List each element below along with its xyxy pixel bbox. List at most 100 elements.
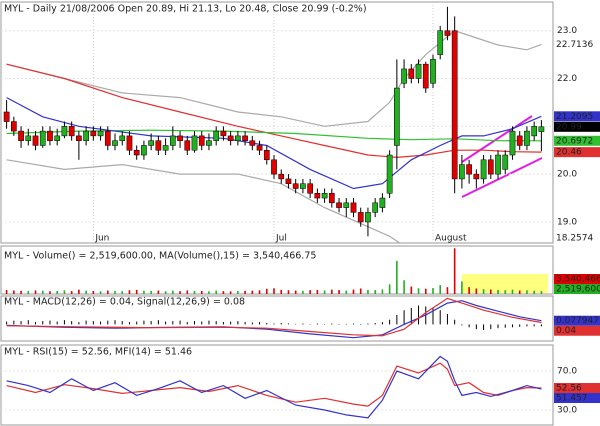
candle-body <box>68 126 75 137</box>
candle-body <box>430 59 436 84</box>
candle-body <box>487 159 494 175</box>
candle-body <box>459 164 465 180</box>
panel-frame <box>0 1 554 244</box>
volume-bar <box>186 290 189 294</box>
value-tag-bg <box>554 383 600 394</box>
volume-bar <box>70 291 73 294</box>
volume-bar <box>280 289 283 294</box>
volume-bar <box>482 289 485 294</box>
plot-layer <box>6 297 542 339</box>
candle-body <box>3 111 10 122</box>
candle-body <box>278 173 285 180</box>
candle-body <box>206 140 212 146</box>
candle-body <box>321 193 328 199</box>
candle-body <box>271 159 277 175</box>
volume-bar <box>410 286 413 294</box>
panel-title: MYL - RSI(15) = 52.56, MFI(14) = 51.46 <box>4 347 192 358</box>
candle-body <box>256 145 263 151</box>
volume-bar <box>251 290 254 294</box>
volume-bar <box>193 290 196 294</box>
volume-bar <box>497 289 499 294</box>
value-tag-bg <box>554 274 600 284</box>
candle-body <box>480 159 487 180</box>
volume-bar <box>533 290 535 294</box>
candle-body <box>350 202 357 213</box>
y-tick-label: 19.0 <box>557 217 577 227</box>
volume-bar <box>540 291 543 294</box>
candle-body <box>314 193 321 199</box>
panel-title: MYL - Volume() = 2,519,600.00, MA(Volume… <box>4 251 316 262</box>
volume-bar <box>85 290 87 294</box>
y-tick-label: 23.0 <box>557 26 577 36</box>
candle-body <box>39 130 46 146</box>
value-tag: 20.6972 <box>556 136 593 146</box>
candle-body <box>10 121 17 132</box>
candle-body <box>184 140 191 151</box>
value-tag-bg <box>554 135 600 146</box>
candle-body <box>32 135 39 146</box>
volume-bar <box>403 280 405 294</box>
volume-bar <box>468 287 470 294</box>
x-tick-label: August <box>435 234 467 244</box>
volume-bar <box>157 290 160 294</box>
indicator-line <box>6 30 542 127</box>
candle-body <box>220 130 227 137</box>
volume-bar <box>331 289 333 294</box>
volume-bar <box>179 291 181 294</box>
candle-body <box>300 183 306 189</box>
candle-body <box>415 63 422 79</box>
value-tag-bg <box>554 111 600 122</box>
candle-body <box>235 135 241 141</box>
volume-bar <box>20 290 22 294</box>
candle-body <box>473 173 480 180</box>
value-tag: 52.56 <box>556 384 582 394</box>
candle-body <box>365 212 371 223</box>
volume-bar <box>222 291 225 294</box>
candle-body <box>25 135 32 141</box>
volume-bar <box>432 288 434 294</box>
volume-bar <box>164 291 167 294</box>
value-tag: 3,540,466 <box>556 275 600 285</box>
candle-body <box>531 126 538 137</box>
value-tag-bg <box>554 121 600 132</box>
candle-body <box>76 135 82 141</box>
indicator-line <box>6 63 542 159</box>
volume-bar <box>381 289 384 294</box>
candle-body <box>54 135 61 141</box>
volume-bar <box>518 290 521 294</box>
volume-bar <box>439 285 442 294</box>
value-tag: 20.99 <box>556 122 582 132</box>
volume-bar <box>309 290 311 294</box>
candle-body <box>516 135 523 146</box>
volume-bar <box>229 291 232 294</box>
volume-bar <box>128 290 131 294</box>
indicator-line <box>6 97 542 190</box>
candle-body <box>285 178 292 184</box>
candle-body <box>119 135 126 141</box>
panel-title: MYL - MACD(12,26) = 0.04, Signal(12,26,9… <box>4 297 245 308</box>
volume-bar <box>215 290 217 294</box>
volume-bar <box>504 290 507 294</box>
candle-body <box>495 154 501 175</box>
indicator-line <box>6 355 542 419</box>
volume-bar <box>237 291 239 294</box>
candle-body <box>162 145 169 151</box>
volume-bar <box>150 291 152 294</box>
candle-body <box>90 130 97 137</box>
volume-bar <box>323 290 326 294</box>
candle-body <box>155 140 162 151</box>
volume-bar <box>63 290 66 294</box>
candle-body <box>509 130 516 156</box>
volume-bar <box>56 290 58 294</box>
volume-bar <box>172 290 174 294</box>
candle-body <box>227 135 234 141</box>
value-tag-bg <box>554 284 600 294</box>
candle-body <box>242 135 248 141</box>
volume-bar <box>359 288 362 294</box>
candle-body <box>343 202 350 208</box>
candle-body <box>444 30 451 36</box>
candle-body <box>292 183 299 189</box>
candle-body <box>336 202 342 208</box>
volume-bar <box>13 290 15 294</box>
